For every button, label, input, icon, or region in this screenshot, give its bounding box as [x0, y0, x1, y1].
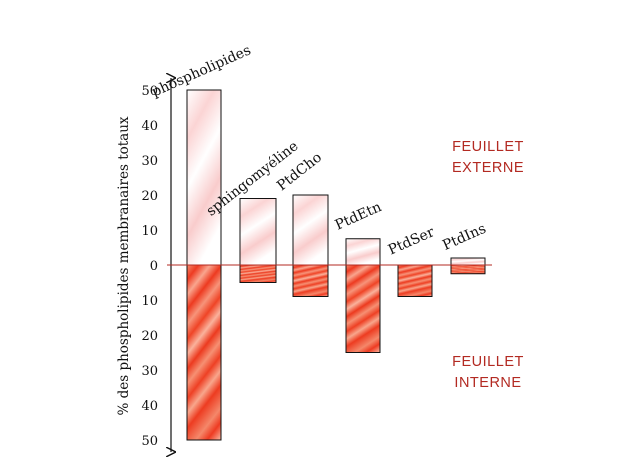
y-axis-label: % des phospholipides membranaires totaux: [116, 116, 132, 415]
bar-inner-0: [186, 264, 222, 441]
category-label: PtdEtn: [333, 199, 384, 233]
bar-outer-0: [186, 89, 222, 266]
category-label: PtdSer: [386, 224, 437, 258]
outer-annotation-line-1: FEUILLET: [452, 139, 524, 155]
y-tick-label: 50: [141, 434, 158, 449]
bar-inner-4: [397, 264, 433, 297]
y-tick-labels: 50 40 30 20 10 0 10 20 30 40 50: [141, 84, 158, 449]
bar-outer-1: [239, 198, 277, 266]
bar-inner-3: [345, 264, 381, 353]
y-tick-label-zero: 0: [150, 259, 158, 274]
y-tick-label: 20: [141, 189, 158, 204]
outer-leaflet-annotation: FEUILLET EXTERNE: [452, 139, 524, 176]
bar-outer-3: [345, 238, 381, 266]
bar-outer-2: [292, 194, 329, 266]
bar-outer-5: [450, 257, 486, 266]
bar-inner-1: [239, 264, 277, 283]
y-tick-label: 10: [141, 294, 158, 309]
y-tick-label: 40: [141, 399, 158, 414]
y-tick-label: 20: [141, 329, 158, 344]
bars: [167, 89, 492, 441]
y-tick-label: 50: [141, 84, 158, 99]
y-tick-label: 30: [141, 154, 158, 169]
bar-inner-2: [292, 264, 329, 297]
y-tick-label: 10: [141, 224, 158, 239]
y-tick-label: 40: [141, 119, 158, 134]
bar-inner-5: [450, 264, 486, 275]
inner-leaflet-annotation: FEUILLET INTERNE: [452, 354, 524, 391]
y-tick-label: 30: [141, 364, 158, 379]
outer-annotation-line-2: EXTERNE: [452, 160, 524, 176]
inner-annotation-line-1: FEUILLET: [452, 354, 524, 370]
inner-annotation-line-2: INTERNE: [454, 375, 521, 391]
category-label: PtdIns: [440, 221, 488, 254]
